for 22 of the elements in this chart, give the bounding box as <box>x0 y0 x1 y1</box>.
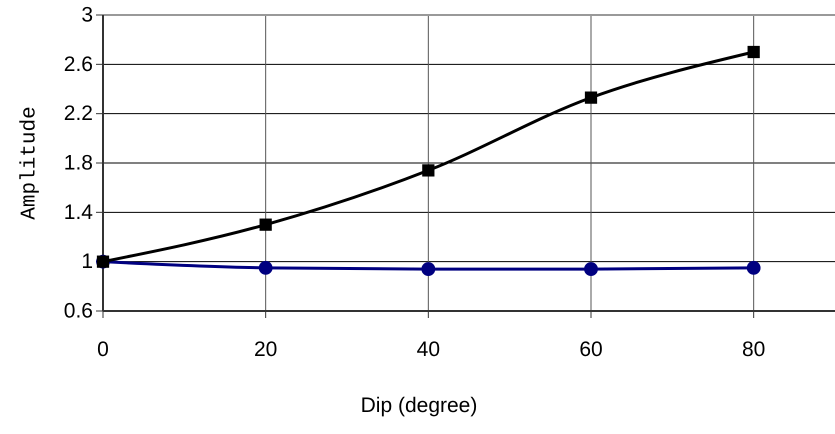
x-tick-label: 20 <box>254 338 278 361</box>
x-axis-title: Dip (degree) <box>360 394 478 417</box>
x-tick-label: 60 <box>579 338 603 361</box>
y-tick-label: 2.6 <box>64 52 93 76</box>
x-tick-label: 0 <box>97 338 109 361</box>
y-tick-label: 1.4 <box>64 200 94 224</box>
y-tick-label: 1.8 <box>64 152 93 174</box>
point <box>746 260 761 275</box>
point <box>422 164 434 177</box>
y-tick-label: 2.2 <box>64 102 93 126</box>
point <box>584 262 598 276</box>
y-tick-label: 3 <box>81 4 93 26</box>
y-tick-label: 0.6 <box>64 300 93 322</box>
y-axis-title: Amplitude <box>18 106 42 220</box>
x-tick-label: 80 <box>742 338 766 361</box>
point <box>748 46 760 58</box>
y-tick-label: 1 <box>81 250 93 274</box>
point <box>584 92 598 104</box>
point <box>260 218 272 231</box>
point <box>258 260 273 275</box>
point <box>421 262 436 276</box>
x-tick-label: 40 <box>416 338 440 361</box>
